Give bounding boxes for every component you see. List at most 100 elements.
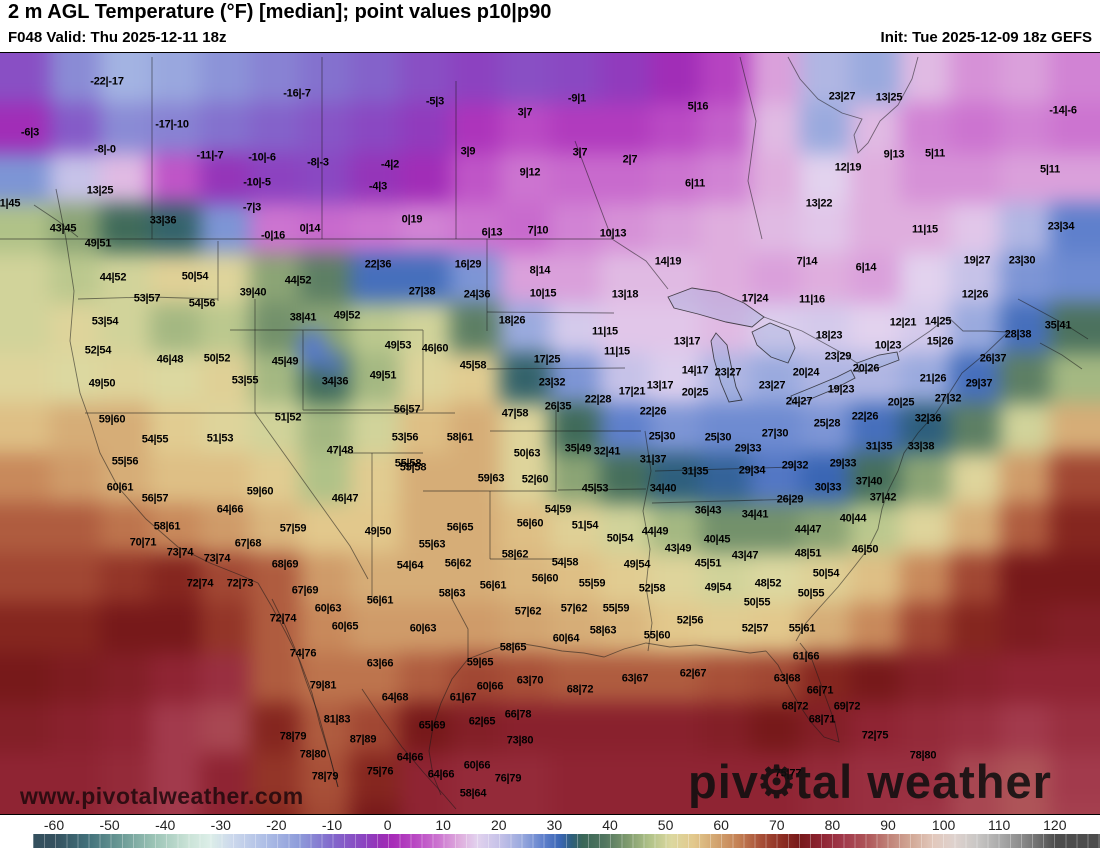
point-value: 23|32: [538, 376, 566, 389]
colorbar-tick-label: -10: [321, 817, 343, 833]
field-cell: [200, 803, 250, 814]
field-cell: [450, 153, 500, 203]
point-value: 44|49: [641, 525, 669, 538]
point-value: 13|25: [86, 184, 114, 197]
point-value: 31|35: [681, 465, 709, 478]
point-value: 22|26: [851, 410, 879, 423]
point-value: -22|-17: [90, 75, 124, 88]
point-value: 50|54: [606, 532, 634, 545]
field-cell: [700, 653, 750, 703]
point-value: 64|66: [396, 751, 424, 764]
point-value: 61|66: [792, 650, 820, 663]
point-value: 43|47: [731, 549, 759, 562]
field-cell: [1000, 603, 1050, 653]
point-value: 78|80: [299, 748, 327, 761]
field-cell: [300, 803, 350, 814]
field-cell: [500, 253, 550, 303]
field-cell: [50, 803, 100, 814]
point-value: 0|14: [299, 222, 321, 235]
point-value: 76|79: [494, 772, 522, 785]
field-cell: [50, 653, 100, 703]
point-value: 78|79: [279, 730, 307, 743]
point-value: 54|56: [188, 297, 216, 310]
field-cell: [500, 503, 550, 553]
field-cell: [1050, 153, 1100, 203]
point-value: 13|17: [646, 379, 674, 392]
field-cell: [750, 503, 800, 553]
point-value: 58|63: [589, 624, 617, 637]
point-value: 50|55: [797, 587, 825, 600]
point-value: 48|51: [794, 547, 822, 560]
field-cell: [500, 653, 550, 703]
point-value: 52|58: [638, 582, 666, 595]
field-cell: [50, 603, 100, 653]
point-value: 29|37: [965, 377, 993, 390]
field-cell: [650, 503, 700, 553]
point-value: -0|16: [260, 229, 286, 242]
point-value: 62|67: [679, 667, 707, 680]
field-cell: [1050, 603, 1100, 653]
field-cell: [450, 103, 500, 153]
field-cell: [1050, 653, 1100, 703]
colorbar-tick-label: -30: [210, 817, 231, 833]
field-cell: [400, 603, 450, 653]
point-value: 57|62: [514, 605, 542, 618]
point-value: 20|24: [792, 366, 820, 379]
point-value: 49|54: [623, 558, 651, 571]
point-value: 45|51: [694, 557, 722, 570]
point-value: 34|41: [741, 508, 769, 521]
point-value: 50|52: [203, 352, 231, 365]
point-value: 37|42: [869, 491, 897, 504]
point-value: 53|57: [133, 292, 161, 305]
point-value: -14|-6: [1049, 104, 1077, 117]
field-cell: [600, 453, 650, 503]
point-value: 75|76: [366, 765, 394, 778]
field-cell: [850, 803, 900, 814]
point-value: 52|56: [676, 614, 704, 627]
point-value: 25|30: [648, 430, 676, 443]
field-cell: [1000, 203, 1050, 253]
field-cell: [500, 353, 550, 403]
gear-icon: ⚙: [756, 757, 798, 807]
point-value: 3|7: [572, 146, 588, 159]
field-cell: [450, 253, 500, 303]
field-cell: [650, 753, 700, 803]
point-value: 49|52: [333, 309, 361, 322]
colorbar-tick-label: -60: [43, 817, 65, 833]
field-cell: [1000, 403, 1050, 453]
point-value: 72|73: [226, 577, 254, 590]
field-cell: [850, 653, 900, 703]
field-cell: [0, 303, 50, 353]
field-cell: [550, 803, 600, 814]
point-value: -7|3: [242, 201, 262, 214]
field-cell: [700, 703, 750, 753]
field-cell: [1000, 503, 1050, 553]
point-value: 54|64: [396, 559, 424, 572]
field-cell: [1050, 203, 1100, 253]
point-value: 31|37: [639, 453, 667, 466]
point-value: 47|58: [501, 407, 529, 420]
point-value: 24|27: [785, 395, 813, 408]
point-value: 52|54: [84, 344, 112, 357]
point-value: 58|61: [153, 520, 181, 533]
field-cell: [450, 203, 500, 253]
point-value: 58|64: [459, 787, 487, 800]
field-cell: [0, 803, 50, 814]
point-value: 58|62: [501, 548, 529, 561]
point-value: -9|1: [567, 92, 587, 105]
field-cell: [550, 503, 600, 553]
point-value: 49|51: [84, 237, 112, 250]
field-cell: [0, 703, 50, 753]
field-cell: [400, 503, 450, 553]
field-cell: [150, 803, 200, 814]
field-cell: [1000, 253, 1050, 303]
point-value: 40|45: [703, 533, 731, 546]
point-value: 39|40: [239, 286, 267, 299]
point-value: 63|67: [621, 672, 649, 685]
point-value: 17|24: [741, 292, 769, 305]
point-value: 75|77: [774, 767, 802, 780]
point-value: 58|61: [446, 431, 474, 444]
field-cell: [800, 753, 850, 803]
colorbar-tick-label: 20: [491, 817, 507, 833]
field-cell: [250, 53, 300, 103]
